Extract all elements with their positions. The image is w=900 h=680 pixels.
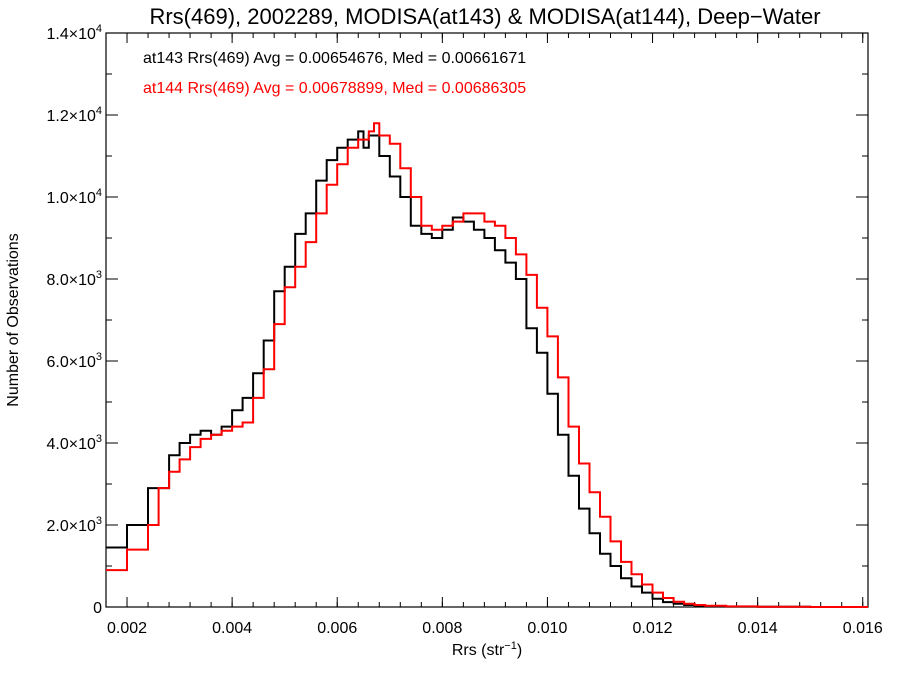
x-tick-label: 0.012 <box>633 620 673 637</box>
x-tick-label: 0.006 <box>317 620 357 637</box>
y-tick-exponent: 4 <box>96 105 102 117</box>
y-tick-exponent: 3 <box>96 515 102 527</box>
y-tick-exponent: 3 <box>96 269 102 281</box>
x-tick-label: 0.016 <box>843 620 883 637</box>
series-line-0 <box>106 130 868 608</box>
y-tick-exponent: 4 <box>96 23 102 35</box>
y-tick-exponent: 4 <box>96 187 102 199</box>
y-tick-exponent: 3 <box>96 351 102 363</box>
y-tick-label: 8.0×103 <box>46 269 102 289</box>
y-tick-label: 4.0×103 <box>46 433 102 453</box>
x-axis-label-sup: −1 <box>504 640 517 652</box>
x-tick-label: 0.014 <box>738 620 778 637</box>
x-tick-label: 0.004 <box>212 620 252 637</box>
x-tick-label: 0.008 <box>422 620 462 637</box>
x-axis-label-main: Rrs (str <box>452 642 505 659</box>
y-tick-exponent: 3 <box>96 433 102 445</box>
chart-title: Rrs(469), 2002289, MODISA(at143) & MODIS… <box>149 4 820 29</box>
y-tick-label: 1.2×104 <box>46 105 102 125</box>
series-line-1 <box>106 122 868 608</box>
y-tick-label: 2.0×103 <box>46 515 102 535</box>
x-axis: 0.002 0.004 0.006 0.008 0.010 0.012 0.014 0.016 <box>105 33 883 637</box>
series-group <box>106 122 868 608</box>
x-tick-label: 0.002 <box>107 620 147 637</box>
x-axis-label-suffix: ) <box>517 642 522 659</box>
y-axis: 0 2.0×103 4.0×103 6.0×103 8.0×103 1.0×104 1.2×… <box>46 23 868 617</box>
y-tick-label: 0 <box>93 600 102 617</box>
y-tick-label: 1.4×104 <box>46 23 102 43</box>
x-tick-label: 0.010 <box>527 620 567 637</box>
legend-entry-at144: at144 Rrs(469) Avg = 0.00678899, Med = 0… <box>143 80 526 97</box>
y-axis-label: Number of Observations <box>5 233 22 406</box>
x-axis-label: Rrs (str−1) <box>452 640 522 659</box>
plot-frame <box>105 32 869 608</box>
legend-entry-at143: at143 Rrs(469) Avg = 0.00654676, Med = 0… <box>143 50 526 67</box>
y-tick-label: 1.0×104 <box>46 187 102 207</box>
y-tick-label: 6.0×103 <box>46 351 102 371</box>
